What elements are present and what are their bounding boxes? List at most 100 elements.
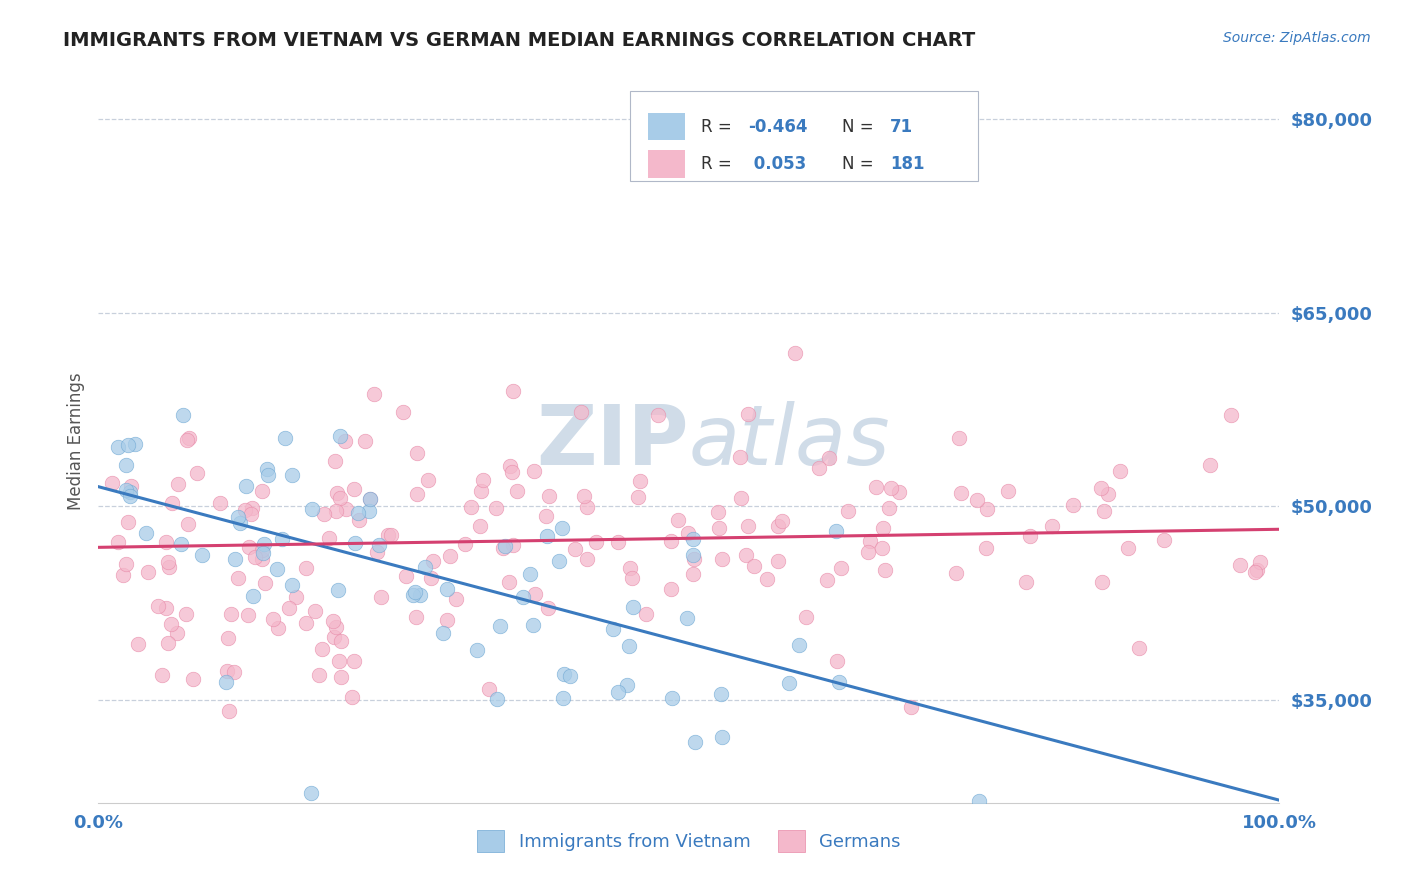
Point xyxy=(489,619,512,633)
Point xyxy=(280,468,302,483)
Point xyxy=(879,500,901,515)
Point xyxy=(872,521,894,535)
Point xyxy=(519,566,541,581)
Point xyxy=(787,638,810,652)
Point xyxy=(1062,498,1084,512)
Point xyxy=(1090,482,1112,496)
Point xyxy=(243,549,266,564)
Point xyxy=(329,633,352,648)
Point xyxy=(252,546,274,560)
Point xyxy=(574,489,596,503)
Text: -0.464: -0.464 xyxy=(748,118,807,136)
Point xyxy=(602,623,624,637)
Point xyxy=(174,607,197,621)
Point xyxy=(359,492,381,507)
Text: N =: N = xyxy=(842,155,879,173)
Point xyxy=(627,490,650,504)
Point xyxy=(308,668,330,682)
Point xyxy=(215,674,238,689)
Point xyxy=(710,730,733,744)
Point xyxy=(274,431,297,445)
Point xyxy=(900,700,922,714)
Point xyxy=(553,667,575,681)
Point xyxy=(117,437,139,451)
Point xyxy=(523,586,546,600)
Point xyxy=(484,501,506,516)
Point xyxy=(380,528,402,542)
Point xyxy=(1219,408,1241,422)
Point xyxy=(367,538,389,552)
Point xyxy=(997,483,1019,498)
Point xyxy=(325,620,347,634)
Point xyxy=(501,465,523,479)
Point xyxy=(551,521,574,535)
Point xyxy=(1153,533,1175,547)
Point xyxy=(522,618,544,632)
Point xyxy=(406,446,429,460)
Point xyxy=(304,604,326,618)
Point xyxy=(329,429,352,443)
Point xyxy=(808,461,831,475)
Point xyxy=(370,590,392,604)
Point xyxy=(498,575,520,590)
Point xyxy=(616,678,638,692)
Point xyxy=(710,688,733,702)
Point xyxy=(107,440,129,454)
Point xyxy=(181,672,204,686)
Point xyxy=(177,516,200,531)
Point xyxy=(659,582,682,596)
Point xyxy=(325,504,347,518)
Point xyxy=(267,621,290,635)
Point xyxy=(209,496,232,510)
Point xyxy=(682,567,704,582)
Point xyxy=(186,466,208,480)
Point xyxy=(294,615,316,630)
Point xyxy=(114,483,136,498)
Point xyxy=(326,583,349,598)
Point xyxy=(465,642,488,657)
Point xyxy=(737,407,759,421)
Point xyxy=(607,535,630,549)
Point xyxy=(229,516,252,530)
Point xyxy=(537,600,560,615)
Point xyxy=(683,735,706,749)
Y-axis label: Median Earnings: Median Earnings xyxy=(66,373,84,510)
Point xyxy=(1246,563,1268,577)
Text: N =: N = xyxy=(842,118,879,136)
FancyBboxPatch shape xyxy=(648,151,685,178)
Point xyxy=(224,551,246,566)
Point xyxy=(254,576,277,591)
Point xyxy=(506,484,529,499)
Point xyxy=(439,549,461,563)
Point xyxy=(794,610,817,624)
Text: 181: 181 xyxy=(890,155,924,173)
Point xyxy=(277,601,299,615)
Point xyxy=(219,607,242,622)
Point xyxy=(418,473,440,487)
Point xyxy=(114,557,136,571)
Point xyxy=(420,571,443,585)
Point xyxy=(1109,464,1132,478)
Point xyxy=(156,635,179,649)
Point xyxy=(460,500,482,514)
Point xyxy=(256,467,278,482)
Point xyxy=(250,542,273,557)
Point xyxy=(155,534,177,549)
Point xyxy=(1015,575,1038,590)
Point xyxy=(169,537,191,551)
Point xyxy=(222,665,245,680)
Point xyxy=(976,501,998,516)
Point xyxy=(366,545,388,559)
Point xyxy=(357,504,380,518)
Point xyxy=(523,464,546,478)
Point xyxy=(1128,640,1150,655)
Point xyxy=(218,705,240,719)
Point xyxy=(710,552,733,566)
Point xyxy=(101,475,124,490)
Point xyxy=(117,515,139,529)
Point xyxy=(409,588,432,602)
Point xyxy=(551,691,574,706)
Point xyxy=(683,552,706,566)
Point xyxy=(1249,555,1271,569)
FancyBboxPatch shape xyxy=(630,91,979,181)
